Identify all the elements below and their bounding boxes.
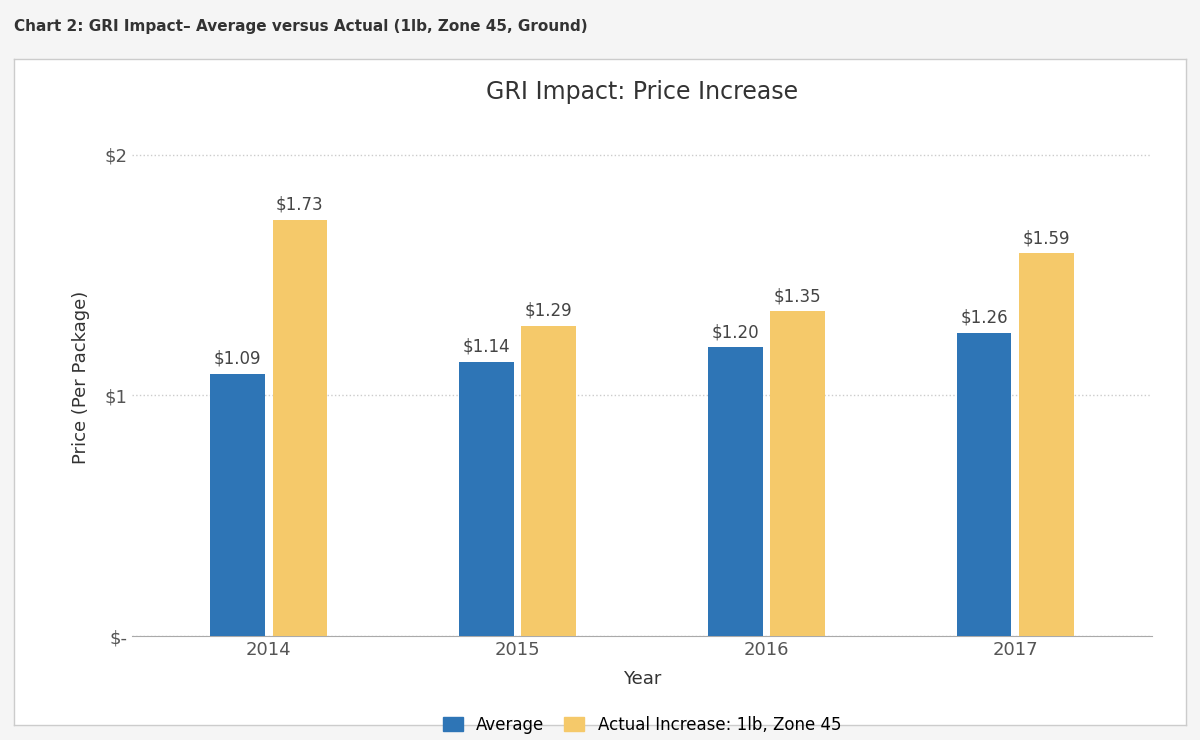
X-axis label: Year: Year bbox=[623, 670, 661, 688]
Text: $1.59: $1.59 bbox=[1022, 229, 1070, 247]
Text: $1.26: $1.26 bbox=[960, 309, 1008, 327]
Bar bbox=[272, 220, 328, 636]
Bar bbox=[460, 362, 514, 636]
Text: $1.09: $1.09 bbox=[214, 350, 262, 368]
Text: $1.20: $1.20 bbox=[712, 323, 760, 341]
Legend: Average, Actual Increase: 1lb, Zone 45: Average, Actual Increase: 1lb, Zone 45 bbox=[434, 707, 850, 740]
Bar bbox=[210, 374, 265, 636]
Text: $1.14: $1.14 bbox=[463, 337, 510, 356]
Title: GRI Impact: Price Increase: GRI Impact: Price Increase bbox=[486, 80, 798, 104]
Text: $1.73: $1.73 bbox=[276, 195, 324, 214]
Y-axis label: Price (Per Package): Price (Per Package) bbox=[72, 291, 90, 464]
Bar bbox=[708, 347, 763, 636]
Bar bbox=[1019, 253, 1074, 636]
Text: $1.35: $1.35 bbox=[774, 287, 821, 305]
Text: Chart 2: GRI Impact– Average versus Actual (1lb, Zone 45, Ground): Chart 2: GRI Impact– Average versus Actu… bbox=[14, 18, 588, 33]
Bar bbox=[956, 333, 1012, 636]
Bar bbox=[521, 326, 576, 636]
Text: $1.29: $1.29 bbox=[524, 302, 572, 320]
Bar bbox=[770, 311, 824, 636]
